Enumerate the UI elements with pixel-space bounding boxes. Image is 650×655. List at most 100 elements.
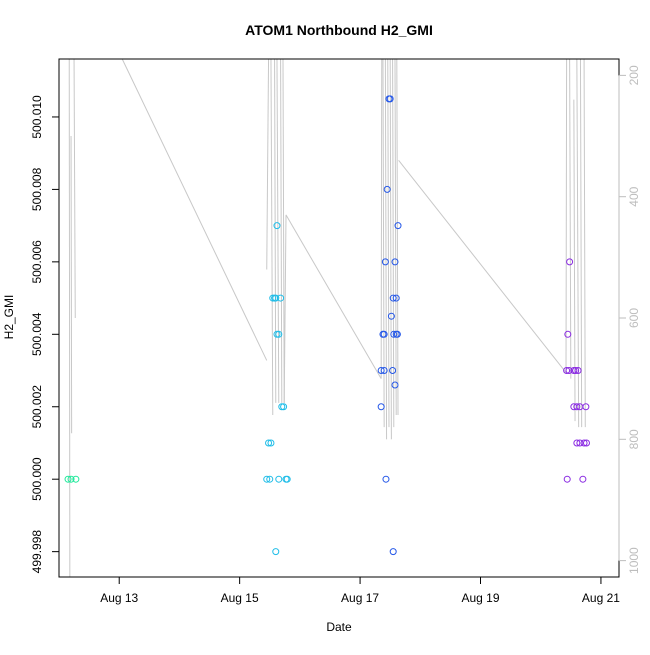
y-tick-label: 500.002 <box>30 385 44 429</box>
data-point <box>582 439 590 447</box>
data-point <box>380 330 388 338</box>
x-tick-label: Aug 21 <box>582 591 620 605</box>
line-segment <box>394 59 397 416</box>
y-tick-label: 500.006 <box>30 240 44 284</box>
line-segment <box>387 59 390 428</box>
data-point <box>386 95 394 103</box>
data-point <box>278 403 286 411</box>
data-point <box>389 294 397 302</box>
data-point <box>381 258 389 266</box>
data-point <box>565 367 573 375</box>
y2-tick-label: 400 <box>627 186 641 206</box>
data-point <box>387 312 395 320</box>
line-segment <box>396 59 399 416</box>
line-segment <box>583 59 586 428</box>
line-segment <box>282 59 285 403</box>
data-point <box>582 403 590 411</box>
data-point <box>390 330 398 338</box>
y-tick-label: 499.998 <box>30 530 44 574</box>
line-segment <box>380 59 383 379</box>
data-point <box>272 294 280 302</box>
line-segment <box>579 59 583 428</box>
line-segment <box>270 59 274 416</box>
x-axis-label: Date <box>326 620 352 634</box>
data-point <box>566 258 574 266</box>
data-point <box>564 330 572 338</box>
data-point <box>380 367 388 375</box>
data-point <box>377 403 385 411</box>
line-segment <box>398 159 567 373</box>
data-point <box>570 367 578 375</box>
data-point <box>389 367 397 375</box>
x-tick-label: Aug 13 <box>100 591 138 605</box>
y2-tick-label: 1000 <box>627 547 641 574</box>
data-point <box>389 548 397 556</box>
line-segment <box>121 59 268 361</box>
line-segment <box>68 59 71 577</box>
y-axis: 499.998 500.000 500.002 500.004 500.006 500.0… <box>30 95 60 574</box>
data-point <box>392 294 400 302</box>
line-segment <box>382 59 385 428</box>
data-point <box>275 330 283 338</box>
line-segment <box>266 59 270 270</box>
line-segment <box>70 136 73 434</box>
line-segment <box>276 59 280 403</box>
line-segment <box>280 59 283 403</box>
x-tick-label: Aug 19 <box>461 591 499 605</box>
y-tick-label: 500.008 <box>30 167 44 211</box>
line-segment <box>576 59 580 428</box>
data-point <box>393 330 401 338</box>
line-segment <box>569 59 572 379</box>
line-segment <box>285 214 382 379</box>
y2-tick-label: 800 <box>627 429 641 449</box>
data-point <box>391 258 399 266</box>
data-point <box>573 439 581 447</box>
y-axis-label: H2_GMI <box>2 295 16 340</box>
data-point <box>72 475 80 483</box>
secondary-y-axis: 200 400 600 800 1000 <box>618 65 641 574</box>
series-lines <box>68 59 586 577</box>
data-point <box>394 222 402 230</box>
line-segment <box>384 59 388 440</box>
line-segment <box>389 59 392 440</box>
data-point <box>273 222 281 230</box>
data-point <box>382 475 390 483</box>
data-point <box>272 548 280 556</box>
data-point <box>579 475 587 483</box>
data-point <box>383 185 391 193</box>
x-tick-label: Aug 15 <box>221 591 259 605</box>
data-point <box>377 367 385 375</box>
data-point <box>574 367 582 375</box>
data-point <box>277 294 285 302</box>
y2-tick-label: 600 <box>627 308 641 328</box>
data-point <box>563 475 571 483</box>
line-segment <box>274 59 277 403</box>
data-point <box>265 439 273 447</box>
y-tick-label: 500.000 <box>30 457 44 501</box>
data-point <box>580 439 588 447</box>
chart-title: ATOM1 Northbound H2_GMI <box>245 22 433 38</box>
y-tick-label: 500.004 <box>30 312 44 356</box>
line-segment <box>73 59 76 319</box>
data-point <box>280 403 288 411</box>
data-point <box>391 381 399 389</box>
data-point <box>273 330 281 338</box>
data-point <box>576 439 584 447</box>
line-segment <box>565 59 568 373</box>
line-segment <box>392 59 395 428</box>
data-point <box>275 475 283 483</box>
data-point <box>573 403 581 411</box>
y-tick-label: 500.010 <box>30 95 44 139</box>
data-point <box>263 475 271 483</box>
x-tick-label: Aug 17 <box>341 591 379 605</box>
series-points <box>64 95 590 556</box>
data-point <box>563 367 571 375</box>
data-point <box>572 367 580 375</box>
data-point <box>267 439 275 447</box>
x-axis: Aug 13 Aug 15 Aug 17 Aug 19 Aug 21 <box>100 576 620 605</box>
line-segment <box>283 214 287 403</box>
data-point <box>283 475 291 483</box>
data-point <box>67 475 75 483</box>
data-point <box>266 475 274 483</box>
